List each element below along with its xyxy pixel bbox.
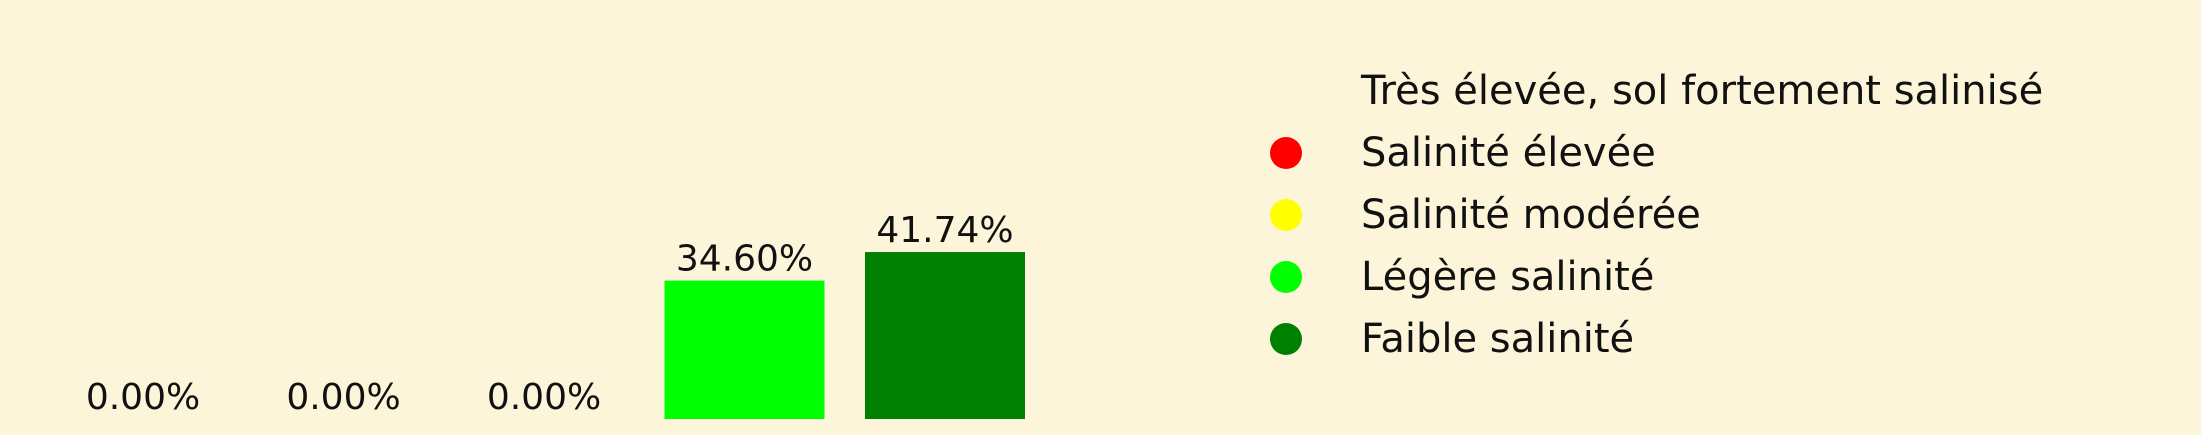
legend-marker-5 — [1270, 323, 1302, 355]
legend-marker-2 — [1270, 137, 1302, 169]
bar-value-label-1: 0.00% — [86, 377, 200, 418]
bars-group — [664, 252, 1025, 419]
bar-4 — [664, 280, 825, 419]
bar-value-label-3: 0.00% — [487, 377, 601, 418]
value-labels-group: 0.00% 0.00% 0.00% 34.60% 41.74% — [86, 210, 1014, 418]
legend-label-3: Salinité modérée — [1361, 192, 1701, 238]
bar-value-label-4: 34.60% — [676, 239, 813, 280]
bar-value-label-2: 0.00% — [286, 377, 400, 418]
legend-marker-1 — [1270, 75, 1302, 107]
legend-label-4: Légère salinité — [1361, 254, 1654, 300]
bar-5 — [865, 252, 1025, 419]
legend-label-1: Très élevée, sol fortement salinisé — [1360, 68, 2043, 114]
legend-marker-4 — [1270, 261, 1302, 293]
bar-value-label-5: 41.74% — [876, 210, 1013, 251]
legend: Très élevée, sol fortement salinisé Salin… — [1270, 68, 2043, 362]
legend-label-5: Faible salinité — [1361, 316, 1634, 362]
legend-label-2: Salinité élevée — [1361, 130, 1656, 176]
legend-marker-3 — [1270, 199, 1302, 231]
